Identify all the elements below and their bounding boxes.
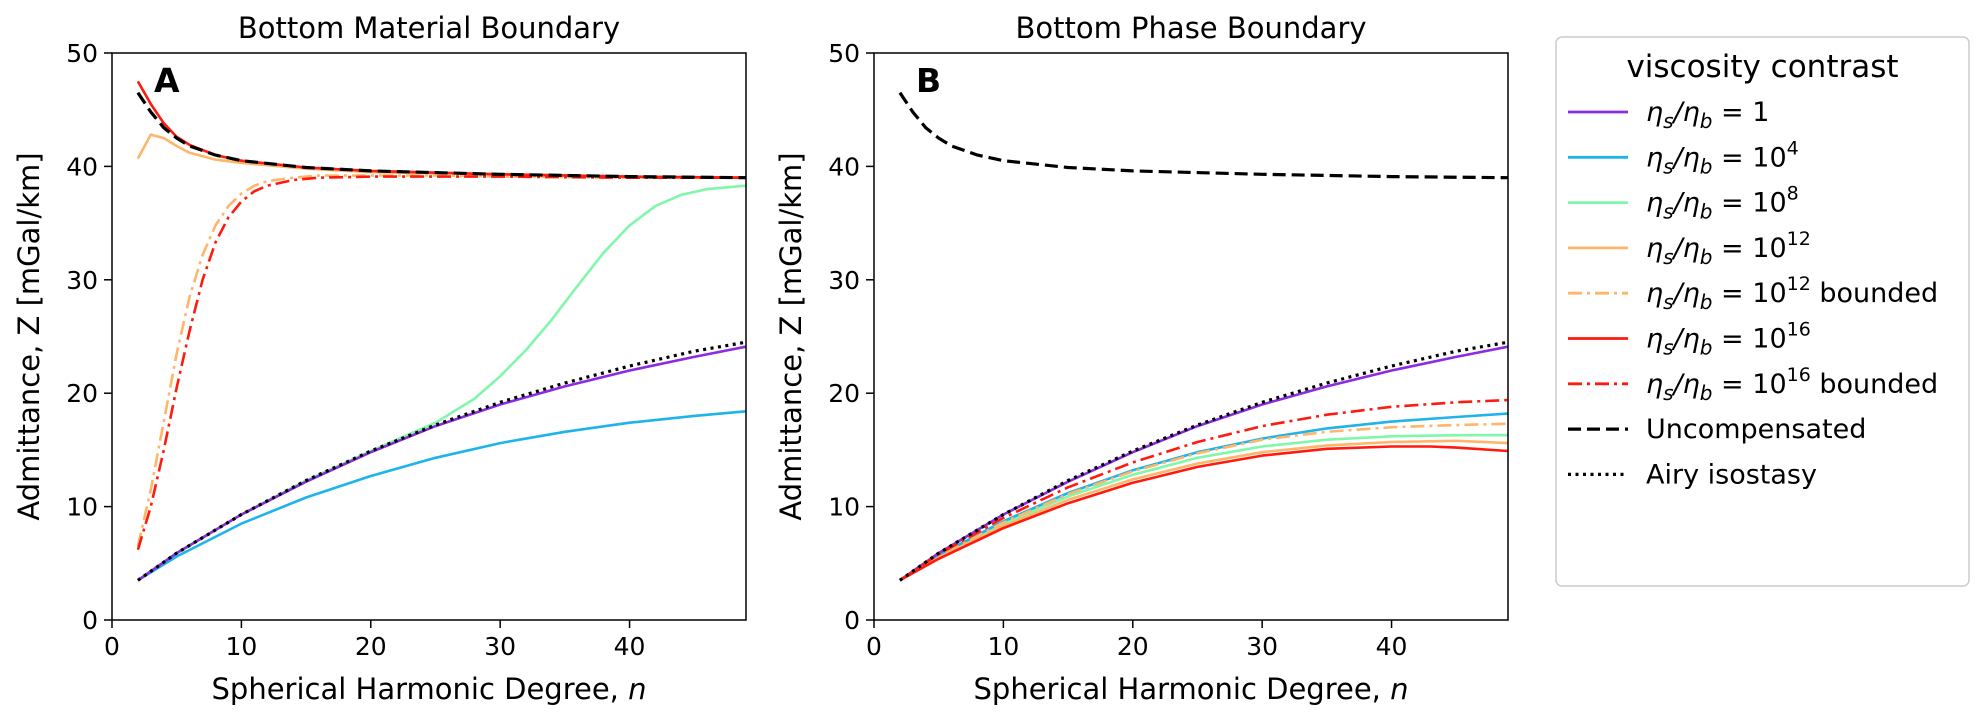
legend-entry-visc_1e12: ηs/ηb = 1012: [1568, 228, 1811, 269]
x-axis-label: Spherical Harmonic Degree, n: [212, 672, 647, 706]
x-tick-label: 30: [1246, 632, 1278, 661]
x-tick-label: 40: [614, 632, 646, 661]
y-axis-label: Admittance, Z [mGal/km]: [774, 152, 808, 520]
legend-label: ηs/ηb = 108: [1646, 183, 1799, 224]
panel-b: 0 10 20 30 40 0 10 20 30 40 50 Bottom Phase Boundar…: [774, 11, 1509, 706]
legend-label: ηs/ηb = 1012 bounded: [1646, 273, 1938, 314]
y-tick-label: 0: [82, 606, 98, 635]
plot-frame: [873, 52, 1509, 621]
legend-label: ηs/ηb = 104: [1646, 137, 1799, 178]
y-tick-label: 50: [828, 39, 860, 68]
series-line-visc_1: [137, 345, 746, 582]
x-tick-label: 20: [355, 632, 387, 661]
legend-entry-visc_1e4: ηs/ηb = 104: [1568, 137, 1799, 178]
legend-entry-uncompensated: Uncompensated: [1568, 414, 1866, 445]
x-tick-label: 10: [225, 632, 257, 661]
y-tick-label: 50: [66, 39, 98, 68]
plot-frame: [111, 52, 747, 621]
panel-letter: B: [916, 61, 941, 100]
y-tick-label: 20: [828, 379, 860, 408]
series-line-visc_1e16_bounded: [136, 175, 746, 551]
legend-entry-airy: Airy isostasy: [1568, 459, 1817, 490]
y-axis-label: Admittance, Z [mGal/km]: [12, 152, 46, 520]
series-line-visc_1e16: [899, 445, 1508, 582]
legend-label: ηs/ηb = 1016 bounded: [1646, 364, 1938, 405]
x-tick-label: 0: [866, 632, 882, 661]
y-tick-label: 20: [66, 379, 98, 408]
y-tick-label: 30: [828, 266, 860, 295]
y-tick-label: 40: [828, 152, 860, 181]
series-line-airy: [136, 340, 746, 582]
series-line-visc_1e4: [137, 410, 746, 582]
series-line-visc_1e16: [136, 80, 746, 179]
legend-label: ηs/ηb = 1: [1646, 97, 1769, 133]
legend-title: viscosity contrast: [1626, 49, 1898, 85]
legend-frame: [1555, 36, 1970, 587]
y-tick-label: 40: [66, 152, 98, 181]
series-group: [136, 80, 746, 582]
series-line-airy: [898, 340, 1508, 582]
series-line-visc_1e8: [899, 433, 1508, 582]
x-tick-label: 0: [104, 632, 120, 661]
legend-entry-visc_1e16_bounded: ηs/ηb = 1016 bounded: [1568, 364, 1938, 405]
legend-label: ηs/ηb = 1012: [1646, 228, 1811, 269]
x-axis-label: Spherical Harmonic Degree, n: [974, 672, 1409, 706]
series-line-visc_1e12_bounded: [899, 422, 1508, 582]
legend-label: ηs/ηb = 1016: [1646, 319, 1811, 360]
panel-letter: A: [154, 61, 180, 100]
chart-title: Bottom Phase Boundary: [1015, 11, 1366, 45]
series-group: [898, 91, 1508, 582]
legend-entry-visc_1e8: ηs/ηb = 108: [1568, 183, 1799, 224]
x-tick-label: 10: [987, 632, 1019, 661]
legend-entry-visc_1: ηs/ηb = 1: [1568, 97, 1769, 133]
legend: viscosity contrast ηs/ηb = 1 ηs/ηb = 104 ηs…: [1555, 36, 1970, 587]
legend-label: Uncompensated: [1646, 414, 1866, 445]
legend-label: Airy isostasy: [1646, 459, 1817, 490]
legend-entry-visc_1e16: ηs/ηb = 1016: [1568, 319, 1811, 360]
chart-title: Bottom Material Boundary: [238, 11, 620, 45]
x-tick-label: 30: [484, 632, 516, 661]
y-tick-label: 10: [66, 493, 98, 522]
y-tick-label: 0: [844, 606, 860, 635]
series-line-visc_1e16_bounded: [899, 398, 1508, 582]
series-line-visc_1e12: [899, 439, 1508, 582]
legend-entry-visc_1e12_bounded: ηs/ηb = 1012 bounded: [1568, 273, 1938, 314]
panel-a: 0 10 20 30 40 0 10 20 30 40 50 Bottom Material Boun…: [12, 11, 747, 706]
y-tick-label: 30: [66, 266, 98, 295]
series-line-visc_1e4: [899, 412, 1508, 582]
x-tick-label: 40: [1376, 632, 1408, 661]
series-line-uncompensated: [898, 91, 1508, 180]
series-line-uncompensated: [136, 91, 746, 180]
y-tick-label: 10: [828, 493, 860, 522]
x-tick-label: 20: [1117, 632, 1149, 661]
